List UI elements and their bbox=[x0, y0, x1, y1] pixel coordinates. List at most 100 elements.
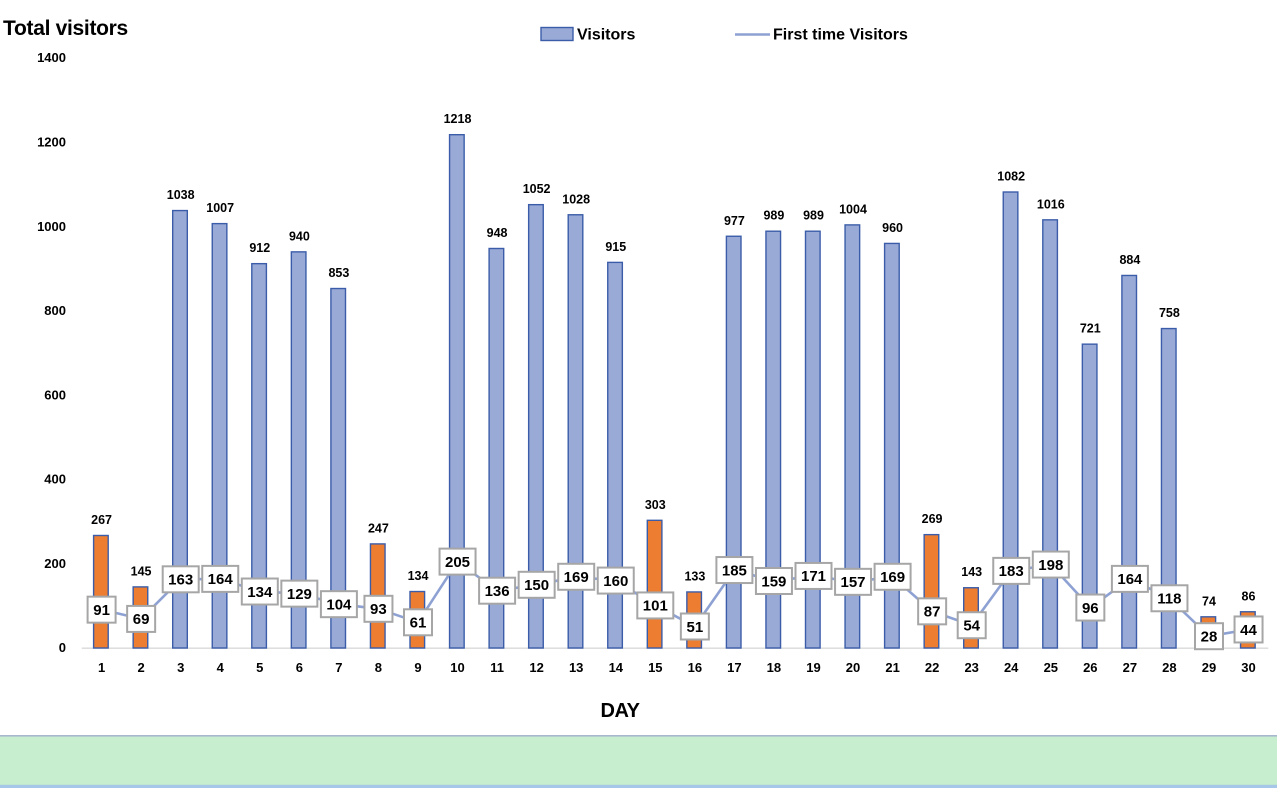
svg-text:205: 205 bbox=[445, 554, 470, 571]
svg-text:DAY: DAY bbox=[601, 700, 641, 722]
svg-text:8: 8 bbox=[375, 660, 382, 675]
svg-text:1: 1 bbox=[98, 660, 105, 675]
svg-text:136: 136 bbox=[485, 583, 510, 600]
svg-text:915: 915 bbox=[605, 240, 626, 254]
svg-text:129: 129 bbox=[287, 586, 312, 603]
svg-text:101: 101 bbox=[643, 598, 668, 615]
svg-text:16: 16 bbox=[688, 660, 702, 675]
svg-text:0: 0 bbox=[59, 640, 66, 655]
svg-text:4: 4 bbox=[217, 660, 225, 675]
svg-text:185: 185 bbox=[722, 562, 747, 579]
svg-text:26: 26 bbox=[1083, 660, 1097, 675]
svg-text:1004: 1004 bbox=[839, 202, 867, 216]
svg-text:134: 134 bbox=[408, 569, 429, 583]
svg-text:800: 800 bbox=[44, 303, 66, 318]
svg-text:171: 171 bbox=[801, 568, 826, 585]
svg-text:269: 269 bbox=[922, 512, 943, 526]
svg-text:6: 6 bbox=[296, 660, 303, 675]
svg-text:18: 18 bbox=[767, 660, 781, 675]
svg-text:183: 183 bbox=[999, 563, 1024, 580]
svg-text:169: 169 bbox=[564, 569, 589, 586]
svg-text:30: 30 bbox=[1241, 660, 1255, 675]
svg-text:First time Visitors: First time Visitors bbox=[773, 27, 908, 44]
svg-text:853: 853 bbox=[328, 266, 349, 280]
svg-text:Visitors: Visitors bbox=[577, 27, 636, 44]
svg-text:159: 159 bbox=[761, 573, 786, 590]
svg-text:21: 21 bbox=[885, 660, 899, 675]
svg-text:20: 20 bbox=[846, 660, 860, 675]
svg-text:93: 93 bbox=[370, 601, 387, 618]
svg-text:7: 7 bbox=[335, 660, 342, 675]
svg-text:758: 758 bbox=[1159, 306, 1180, 320]
svg-text:145: 145 bbox=[131, 564, 152, 578]
svg-text:23: 23 bbox=[964, 660, 978, 675]
svg-text:5: 5 bbox=[256, 660, 263, 675]
svg-text:19: 19 bbox=[806, 660, 820, 675]
svg-text:1007: 1007 bbox=[206, 201, 234, 215]
svg-text:303: 303 bbox=[645, 498, 666, 512]
svg-text:150: 150 bbox=[524, 577, 549, 594]
svg-text:160: 160 bbox=[603, 573, 628, 590]
svg-text:989: 989 bbox=[803, 209, 824, 223]
svg-text:400: 400 bbox=[44, 472, 66, 487]
svg-text:12: 12 bbox=[529, 660, 543, 675]
svg-text:13: 13 bbox=[569, 660, 583, 675]
svg-text:267: 267 bbox=[91, 513, 112, 527]
svg-text:1082: 1082 bbox=[997, 170, 1025, 184]
svg-text:247: 247 bbox=[368, 521, 389, 535]
svg-text:27: 27 bbox=[1123, 660, 1137, 675]
svg-text:1000: 1000 bbox=[37, 219, 66, 234]
svg-text:22: 22 bbox=[925, 660, 939, 675]
svg-text:14: 14 bbox=[609, 660, 624, 675]
svg-text:198: 198 bbox=[1038, 557, 1063, 574]
svg-text:143: 143 bbox=[961, 565, 982, 579]
svg-text:69: 69 bbox=[133, 611, 150, 628]
svg-text:61: 61 bbox=[410, 615, 427, 632]
svg-text:54: 54 bbox=[963, 618, 980, 635]
svg-text:28: 28 bbox=[1201, 629, 1218, 646]
svg-text:133: 133 bbox=[684, 570, 705, 584]
svg-text:960: 960 bbox=[882, 221, 903, 235]
svg-text:29: 29 bbox=[1202, 660, 1216, 675]
svg-text:948: 948 bbox=[487, 226, 508, 240]
svg-text:977: 977 bbox=[724, 214, 745, 228]
svg-text:600: 600 bbox=[44, 387, 66, 402]
svg-text:912: 912 bbox=[249, 241, 270, 255]
svg-text:28: 28 bbox=[1162, 660, 1176, 675]
svg-text:24: 24 bbox=[1004, 660, 1019, 675]
svg-text:163: 163 bbox=[168, 572, 193, 589]
svg-text:3: 3 bbox=[177, 660, 184, 675]
svg-text:51: 51 bbox=[687, 619, 704, 636]
svg-text:1038: 1038 bbox=[167, 188, 195, 202]
svg-text:2: 2 bbox=[137, 660, 144, 675]
svg-text:884: 884 bbox=[1119, 253, 1140, 267]
svg-text:15: 15 bbox=[648, 660, 662, 675]
svg-text:74: 74 bbox=[1202, 594, 1216, 608]
svg-text:1028: 1028 bbox=[562, 192, 590, 206]
svg-text:989: 989 bbox=[763, 209, 784, 223]
svg-text:86: 86 bbox=[1242, 589, 1256, 603]
svg-text:164: 164 bbox=[1117, 571, 1143, 588]
svg-text:134: 134 bbox=[247, 584, 273, 601]
svg-text:25: 25 bbox=[1044, 660, 1058, 675]
svg-text:91: 91 bbox=[93, 602, 110, 619]
svg-text:104: 104 bbox=[326, 597, 352, 614]
svg-text:1200: 1200 bbox=[37, 135, 66, 150]
svg-text:721: 721 bbox=[1080, 322, 1101, 336]
svg-text:940: 940 bbox=[289, 229, 310, 243]
svg-text:200: 200 bbox=[44, 556, 66, 571]
svg-text:157: 157 bbox=[840, 574, 865, 591]
svg-text:Total visitors: Total visitors bbox=[3, 17, 128, 40]
svg-text:10: 10 bbox=[450, 660, 464, 675]
svg-text:1218: 1218 bbox=[444, 112, 472, 126]
svg-text:169: 169 bbox=[880, 569, 905, 586]
svg-text:17: 17 bbox=[727, 660, 741, 675]
svg-text:11: 11 bbox=[490, 660, 504, 675]
svg-text:1400: 1400 bbox=[37, 50, 66, 65]
svg-text:1052: 1052 bbox=[523, 182, 551, 196]
svg-text:9: 9 bbox=[414, 660, 421, 675]
svg-text:164: 164 bbox=[208, 571, 234, 588]
svg-text:96: 96 bbox=[1082, 600, 1099, 617]
svg-text:1016: 1016 bbox=[1037, 197, 1065, 211]
svg-text:87: 87 bbox=[924, 604, 941, 621]
